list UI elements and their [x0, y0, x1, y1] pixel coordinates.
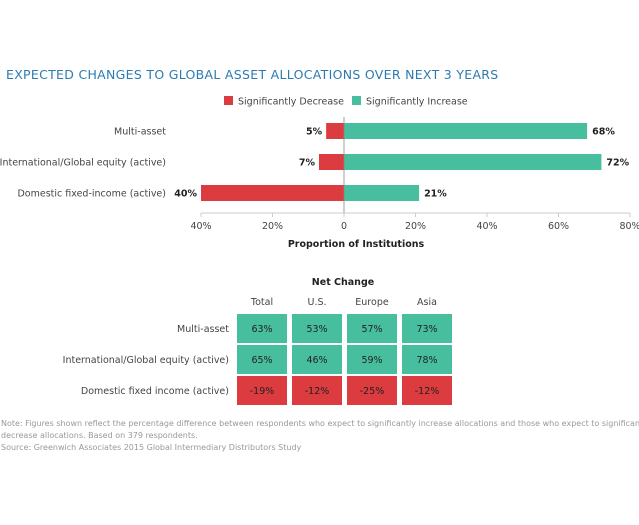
table-column-header: Europe	[355, 297, 389, 308]
category-label: Multi-asset	[114, 127, 166, 138]
legend-label-increase: Significantly Increase	[366, 97, 468, 108]
data-label-decrease: 5%	[306, 127, 323, 138]
data-label-increase: 68%	[592, 127, 615, 138]
data-label-decrease: 40%	[174, 189, 197, 200]
bar-increase	[344, 123, 588, 139]
note-line-1: Note: Figures shown reflect the percenta…	[1, 419, 639, 428]
category-label: International/Global equity (active)	[0, 158, 166, 169]
table-cell-value: 63%	[251, 324, 272, 335]
bar-increase	[344, 185, 420, 201]
table-cell-value: -12%	[415, 386, 440, 397]
category-label: Domestic fixed-income (active)	[17, 189, 166, 200]
legend-swatch-decrease	[224, 96, 233, 105]
bar-increase	[344, 154, 602, 170]
table-cell-value: 65%	[251, 355, 272, 366]
bar-decrease	[318, 154, 344, 170]
table-cell-value: 57%	[361, 324, 382, 335]
table-cell	[292, 345, 342, 374]
table-cell	[347, 345, 397, 374]
table-cell	[347, 314, 397, 343]
data-label-increase: 72%	[606, 158, 629, 169]
table-cell-value: -25%	[360, 386, 385, 397]
x-tick-label: 40%	[476, 221, 497, 232]
table-cell-value: -19%	[250, 386, 275, 397]
x-tick-label: 20%	[405, 221, 426, 232]
x-tick-label: 80%	[619, 221, 639, 232]
table-cell-value: 46%	[306, 355, 327, 366]
table-cell	[237, 376, 287, 405]
table-cell	[292, 314, 342, 343]
table-row-label: International/Global equity (active)	[63, 355, 229, 366]
x-tick-label: 0	[341, 221, 347, 232]
table-cell-value: -12%	[305, 386, 330, 397]
legend-label-decrease: Significantly Decrease	[238, 97, 344, 108]
source-line: Source: Greenwich Associates 2015 Global…	[1, 443, 302, 452]
x-tick-label: 40%	[190, 221, 211, 232]
chart-title: EXPECTED CHANGES TO GLOBAL ASSET ALLOCAT…	[6, 67, 499, 82]
table-cell	[292, 376, 342, 405]
table-cell	[402, 314, 452, 343]
table-cell-value: 73%	[416, 324, 437, 335]
data-label-increase: 21%	[424, 189, 447, 200]
table-row-label: Multi-asset	[177, 324, 229, 335]
table-cell	[237, 314, 287, 343]
table-column-header: U.S.	[307, 297, 326, 308]
x-tick-label: 20%	[262, 221, 283, 232]
note-line-2: decrease allocations. Based on 379 respo…	[1, 431, 198, 440]
table-title: Net Change	[312, 277, 374, 288]
table-cell	[402, 345, 452, 374]
legend-swatch-increase	[352, 96, 361, 105]
table-cell	[237, 345, 287, 374]
bar-decrease	[201, 185, 344, 201]
bar-decrease	[326, 123, 344, 139]
x-axis-title: Proportion of Institutions	[288, 239, 425, 250]
x-tick-label: 60%	[548, 221, 569, 232]
table-cell-value: 78%	[416, 355, 437, 366]
table-column-header: Total	[250, 297, 273, 308]
table-cell	[347, 376, 397, 405]
table-cell-value: 59%	[361, 355, 382, 366]
table-cell-value: 53%	[306, 324, 327, 335]
table-row-label: Domestic fixed income (active)	[81, 386, 229, 397]
table-column-header: Asia	[417, 297, 437, 308]
data-label-decrease: 7%	[299, 158, 316, 169]
table-cell	[402, 376, 452, 405]
